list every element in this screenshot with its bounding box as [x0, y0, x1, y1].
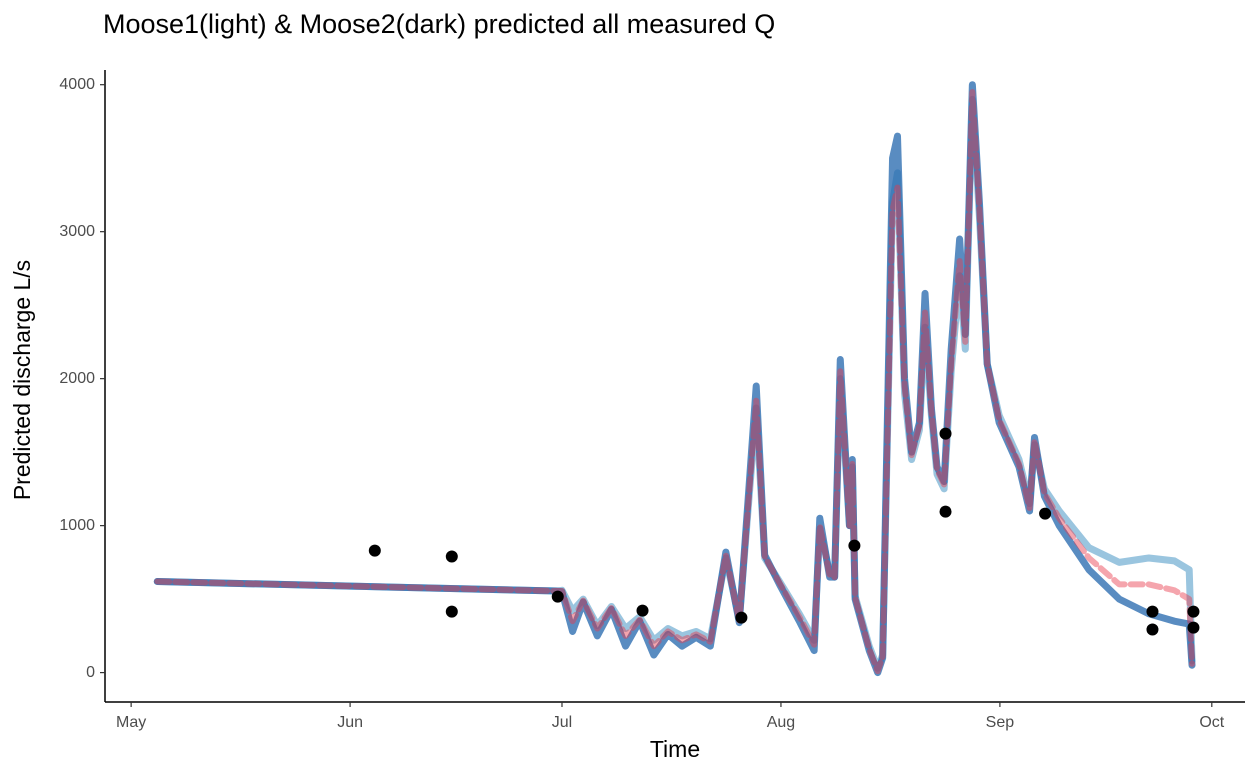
- measured-point: [1187, 621, 1200, 634]
- x-axis-label: Time: [650, 736, 700, 762]
- measured-point: [368, 544, 381, 557]
- y-axis-label: Predicted discharge L/s: [9, 260, 35, 500]
- y-tick-label: 4000: [59, 76, 95, 93]
- measured-point: [848, 539, 861, 552]
- measured-point: [445, 605, 458, 618]
- x-tick-label: Oct: [1199, 714, 1224, 731]
- series-line: [153, 81, 1196, 677]
- measured-point: [1146, 623, 1159, 636]
- measured-point: [735, 611, 748, 624]
- measured-point: [939, 427, 952, 440]
- measured-point: [939, 505, 952, 518]
- y-tick-label: 3000: [59, 223, 95, 240]
- measured-point: [1039, 507, 1052, 520]
- measured-point: [445, 550, 458, 563]
- measured-point: [1187, 605, 1200, 618]
- measured-point: [551, 590, 564, 603]
- x-tick-label: Aug: [767, 714, 795, 731]
- x-tick-label: Jul: [552, 714, 572, 731]
- y-tick-label: 2000: [59, 370, 95, 387]
- x-tick-label: May: [116, 714, 146, 731]
- x-tick-label: Jun: [337, 714, 363, 731]
- measured-point: [1146, 605, 1159, 618]
- y-tick-label: 0: [86, 664, 95, 681]
- measured-point: [636, 604, 649, 617]
- y-tick-label: 1000: [59, 517, 95, 534]
- x-tick-label: Sep: [986, 714, 1015, 731]
- series-line: [154, 89, 1196, 675]
- chart-title: Moose1(light) & Moose2(dark) predicted a…: [103, 9, 775, 39]
